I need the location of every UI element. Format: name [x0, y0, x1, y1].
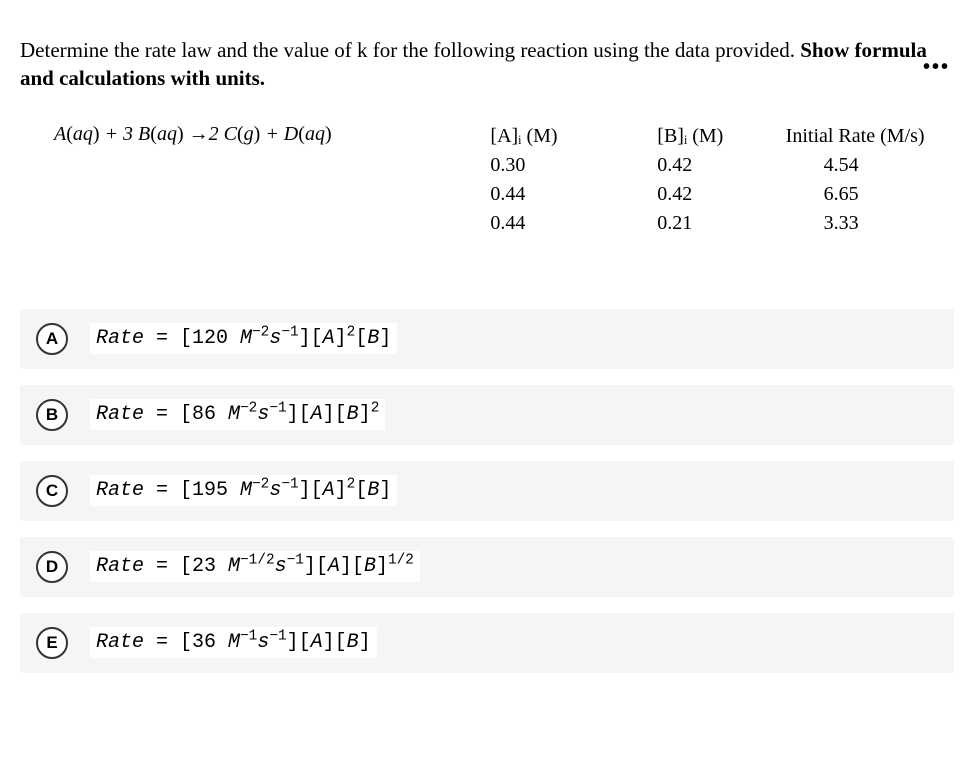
data-table: [A]ᵢ (M) [B]ᵢ (M) Initial Rate (M/s) 0.3… — [488, 121, 954, 239]
reaction-equation: A(aq) + 3 B(aq) →2 C(g) + D(aq) — [20, 121, 488, 146]
cell-b: 0.21 — [657, 210, 783, 237]
cell-a: 0.30 — [490, 152, 655, 179]
table-row: 0.300.424.54 — [490, 152, 952, 179]
cell-b: 0.42 — [657, 181, 783, 208]
header-b: [B]ᵢ (M) — [657, 123, 783, 150]
header-rate: Initial Rate (M/s) — [786, 123, 952, 150]
choice-text: Rate = [86 M−2s−1][A][B]2 — [90, 399, 385, 430]
choice-d[interactable]: D Rate = [23 M−1/2s−1][A][B]1/2 — [20, 537, 954, 597]
choice-text: Rate = [120 M−2s−1][A]2[B] — [90, 323, 397, 354]
answer-choices: A Rate = [120 M−2s−1][A]2[B] B Rate = [86 M… — [20, 309, 954, 673]
choice-letter: B — [36, 399, 68, 431]
cell-a: 0.44 — [490, 210, 655, 237]
choice-letter: A — [36, 323, 68, 355]
table-row: 0.440.426.65 — [490, 181, 952, 208]
question-prompt: Determine the rate law and the value of … — [20, 36, 954, 93]
choice-letter: E — [36, 627, 68, 659]
table-body: 0.300.424.540.440.426.650.440.213.33 — [490, 152, 952, 237]
choice-e[interactable]: E Rate = [36 M−1s−1][A][B] — [20, 613, 954, 673]
choice-a[interactable]: A Rate = [120 M−2s−1][A]2[B] — [20, 309, 954, 369]
cell-a: 0.44 — [490, 181, 655, 208]
choice-b[interactable]: B Rate = [86 M−2s−1][A][B]2 — [20, 385, 954, 445]
prompt-text: Determine the rate law and the value of … — [20, 38, 800, 62]
cell-rate: 3.33 — [786, 210, 952, 237]
cell-rate: 4.54 — [786, 152, 952, 179]
choice-c[interactable]: C Rate = [195 M−2s−1][A]2[B] — [20, 461, 954, 521]
choice-text: Rate = [195 M−2s−1][A]2[B] — [90, 475, 397, 506]
table-header-row: [A]ᵢ (M) [B]ᵢ (M) Initial Rate (M/s) — [490, 123, 952, 150]
table-row: 0.440.213.33 — [490, 210, 952, 237]
choice-letter: D — [36, 551, 68, 583]
choice-text: Rate = [23 M−1/2s−1][A][B]1/2 — [90, 551, 420, 582]
header-a: [A]ᵢ (M) — [490, 123, 655, 150]
choice-text: Rate = [36 M−1s−1][A][B] — [90, 627, 377, 658]
more-icon[interactable]: ••• — [923, 54, 950, 81]
cell-b: 0.42 — [657, 152, 783, 179]
cell-rate: 6.65 — [786, 181, 952, 208]
choice-letter: C — [36, 475, 68, 507]
